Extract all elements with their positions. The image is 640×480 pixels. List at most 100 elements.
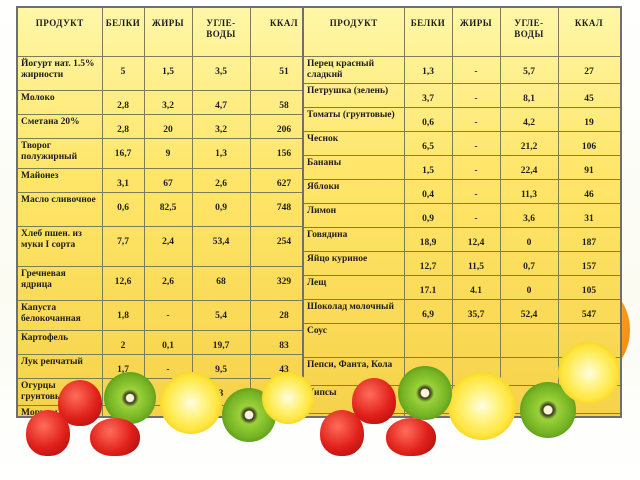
table-row: Сметана 20% 2,8 20 3,2 206 (18, 114, 314, 139)
table-row: Говядина 18,9 12,4 0 187 (304, 227, 620, 252)
value-kcal: 157 (558, 251, 620, 276)
left-table: ПРОДУКТ БЕЛКИ ЖИРЫ УГЛЕ-ВОДЫ ККАЛ Йогурт… (18, 8, 314, 416)
value-kcal (558, 413, 620, 416)
value-kcal: 46 (558, 179, 620, 204)
value-kcal: 31 (558, 203, 620, 228)
header-kcal: ККАЛ (558, 8, 620, 57)
value-fat: - (452, 131, 501, 156)
kiwi-slice-image (104, 372, 156, 424)
kiwi-slice-image (398, 366, 452, 420)
value-fat: 11,5 (452, 251, 501, 276)
table-row: Лук репчатый 1,7-9,5 43 (18, 354, 314, 379)
value-protein: 2,8 (102, 90, 145, 115)
value-carbs (500, 357, 559, 386)
value-protein: 12,6 (102, 266, 145, 301)
value-fat: 82,5 (144, 192, 193, 227)
value-fat: 4.1 (452, 275, 501, 300)
value-fat: 0,1 (144, 330, 193, 355)
product-name: Сметана 20% (18, 114, 103, 139)
value-protein: 6,5 (404, 131, 453, 156)
value-protein: 16,7 (102, 138, 145, 169)
value-kcal: 547 (558, 299, 620, 324)
value-kcal: 187 (558, 227, 620, 252)
value-protein: 0,4 (404, 179, 453, 204)
table-row: Хлеб пшен. из муки I сорта 7,7 2,4 53,4 254 (18, 226, 314, 267)
header-fat: ЖИРЫ (144, 8, 193, 57)
value-kcal: 27 (558, 56, 620, 84)
value-carbs: 3,2 (192, 114, 251, 139)
value-fat: 1,5 (144, 56, 193, 91)
value-protein: 1,3 (404, 56, 453, 84)
header-product: ПРОДУКТ (18, 8, 103, 57)
header-protein: БЕЛКИ (404, 8, 453, 57)
value-protein: 7,7 (102, 226, 145, 267)
table-row: Молоко 2,8 3,2 4,7 58 (18, 90, 314, 115)
product-name: Картофель (18, 330, 103, 355)
value-carbs: 1,3 (192, 138, 251, 169)
value-carbs: 0 (500, 275, 559, 300)
value-fat: 12,4 (452, 227, 501, 252)
table-row: Яблоки 0,4-11,3 46 (304, 179, 620, 204)
value-fat: - (452, 56, 501, 84)
right-header-row: ПРОДУКТ БЕЛКИ ЖИРЫ УГЛЕ-ВОДЫ ККАЛ (304, 8, 620, 57)
product-name: Шоколад молочный (304, 299, 405, 324)
product-name: Чеснок (304, 131, 405, 156)
value-protein: 17.1 (404, 275, 453, 300)
table-row: Гречневая ядрица 12,6 2,6 68 329 (18, 266, 314, 301)
value-protein: 2,8 (102, 114, 145, 139)
value-carbs: 8,1 (500, 83, 559, 108)
right-table: ПРОДУКТ БЕЛКИ ЖИРЫ УГЛЕ-ВОДЫ ККАЛ Перец … (304, 8, 620, 416)
product-name: Хлеб пшен. из муки I сорта (18, 226, 103, 267)
header-protein: БЕЛКИ (102, 8, 145, 57)
header-carbs: УГЛЕ-ВОДЫ (500, 8, 559, 57)
product-name: Лимон (304, 203, 405, 228)
product-name: Перец красный сладкий (304, 56, 405, 84)
product-name: Яйцо куриное (304, 251, 405, 276)
table-row: Чеснок 6,5-21,2 106 (304, 131, 620, 156)
value-carbs: 5,7 (500, 56, 559, 84)
lemon-slice-image (558, 342, 620, 404)
value-carbs: 4,2 (500, 107, 559, 132)
lemon-slice-image (448, 372, 516, 440)
table-row: Перец красный сладкий 1,3-5,7 27 (304, 56, 620, 84)
value-fat: - (452, 179, 501, 204)
product-name: Соус (304, 323, 405, 358)
value-fat: 3,2 (144, 90, 193, 115)
product-name: Петрушка (зелень) (304, 83, 405, 108)
value-fat: 67 (144, 168, 193, 193)
header-fat: ЖИРЫ (452, 8, 501, 57)
value-carbs: 4,7 (192, 90, 251, 115)
value-carbs: 0,9 (192, 192, 251, 227)
value-kcal: 91 (558, 155, 620, 180)
value-carbs (500, 323, 559, 358)
value-kcal: 105 (558, 275, 620, 300)
value-protein: 0,6 (404, 107, 453, 132)
value-carbs: 22,4 (500, 155, 559, 180)
table-row: Яйцо куриное 12,7 11,5 0,7 157 (304, 251, 620, 276)
value-fat: 2,6 (144, 266, 193, 301)
table-row: Лимон 0,9-3,6 31 (304, 203, 620, 228)
table-row: Петрушка (зелень) 3,7-8,1 45 (304, 83, 620, 108)
value-carbs: 68 (192, 266, 251, 301)
value-fat: - (452, 203, 501, 228)
product-name: Молоко (18, 90, 103, 115)
nutrition-table-left: ПРОДУКТ БЕЛКИ ЖИРЫ УГЛЕ-ВОДЫ ККАЛ Йогурт… (16, 6, 316, 418)
left-header-row: ПРОДУКТ БЕЛКИ ЖИРЫ УГЛЕ-ВОДЫ ККАЛ (18, 8, 314, 57)
strawberry-image (352, 378, 396, 424)
value-protein: 1,8 (102, 300, 145, 331)
value-kcal: 19 (558, 107, 620, 132)
value-fat: 35,7 (452, 299, 501, 324)
value-fat: 2,4 (144, 226, 193, 267)
value-fat: - (452, 83, 501, 108)
value-carbs: 53,4 (192, 226, 251, 267)
value-carbs: 19,7 (192, 330, 251, 355)
product-name: Масло сливочное (18, 192, 103, 227)
value-carbs: 11,3 (500, 179, 559, 204)
table-row: Масло сливочное 0,6 82,5 0,9 748 (18, 192, 314, 227)
value-protein: 2 (102, 330, 145, 355)
value-protein: 0,6 (102, 192, 145, 227)
value-protein: 6,9 (404, 299, 453, 324)
product-name: Бананы (304, 155, 405, 180)
lemon-slice-image (262, 372, 314, 424)
